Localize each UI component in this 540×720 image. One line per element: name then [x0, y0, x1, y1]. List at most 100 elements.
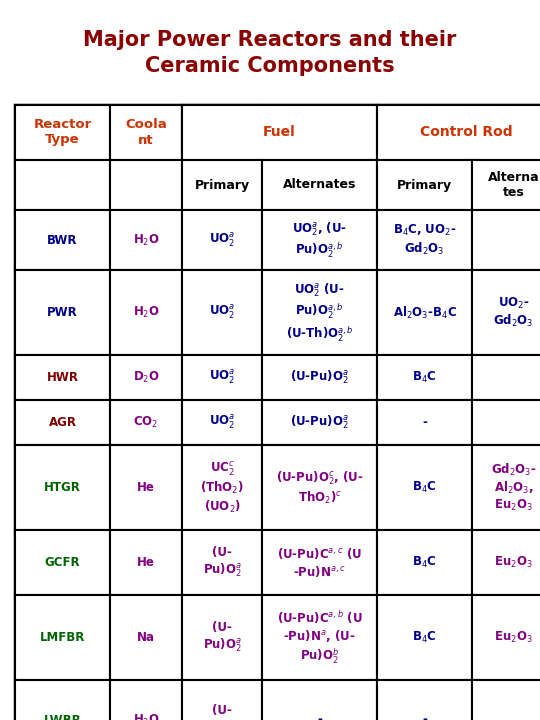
Text: UO$_2$-
Gd$_2$O$_3$: UO$_2$- Gd$_2$O$_3$: [494, 296, 534, 329]
Text: Na: Na: [137, 631, 155, 644]
Bar: [15, 270, 110, 355]
Bar: [15, 595, 110, 680]
Text: (U-
Pu)O$_2^a$: (U- Pu)O$_2^a$: [202, 621, 241, 654]
Text: LMFBR: LMFBR: [40, 631, 85, 644]
Bar: [262, 270, 377, 355]
Bar: [15, 400, 110, 445]
Bar: [110, 105, 182, 160]
Bar: [262, 680, 377, 720]
Bar: [15, 680, 110, 720]
Text: UO$_2^a$: UO$_2^a$: [209, 369, 235, 386]
Bar: [377, 105, 472, 160]
Text: (U-Pu)C$^{a,b}$ (U
-Pu)N$^a$, (U-
Pu)O$_2^b$: (U-Pu)C$^{a,b}$ (U -Pu)N$^a$, (U- Pu)O$_…: [276, 609, 362, 666]
Bar: [262, 355, 377, 400]
Bar: [110, 160, 182, 210]
Bar: [262, 105, 377, 160]
Bar: [377, 105, 540, 160]
Bar: [472, 210, 540, 270]
Bar: [377, 445, 472, 530]
Text: UO$_2^a$: UO$_2^a$: [209, 304, 235, 321]
Bar: [262, 530, 377, 595]
Bar: [110, 270, 182, 355]
Bar: [262, 160, 377, 210]
Bar: [472, 105, 540, 160]
Text: B$_4$C: B$_4$C: [412, 555, 437, 570]
Bar: [110, 530, 182, 595]
Text: Eu$_2$O$_3$: Eu$_2$O$_3$: [494, 630, 533, 645]
Text: LWBR: LWBR: [44, 714, 82, 720]
Bar: [15, 210, 110, 270]
Bar: [472, 270, 540, 355]
Text: (U-Pu)O$_2^a$: (U-Pu)O$_2^a$: [290, 369, 349, 386]
Text: UO$_2^a$: UO$_2^a$: [209, 414, 235, 431]
Text: PWR: PWR: [47, 306, 78, 319]
Bar: [182, 595, 262, 680]
Bar: [472, 595, 540, 680]
Bar: [182, 680, 262, 720]
Bar: [262, 400, 377, 445]
Bar: [472, 160, 540, 210]
Text: He: He: [137, 556, 155, 569]
Bar: [377, 270, 472, 355]
Bar: [472, 445, 540, 530]
Text: Reactor
Type: Reactor Type: [33, 119, 92, 146]
Text: He: He: [137, 481, 155, 494]
Bar: [15, 530, 110, 595]
Bar: [377, 160, 472, 210]
Text: Ceramic Components: Ceramic Components: [145, 56, 395, 76]
Text: UO$_2^a$: UO$_2^a$: [209, 231, 235, 248]
Text: BWR: BWR: [48, 233, 78, 246]
Text: -: -: [317, 714, 322, 720]
Text: (U-
Pu)O$_2^a$: (U- Pu)O$_2^a$: [202, 546, 241, 579]
Bar: [472, 680, 540, 720]
Bar: [110, 595, 182, 680]
Text: B$_4$C, UO$_2$-
Gd$_2$O$_3$: B$_4$C, UO$_2$- Gd$_2$O$_3$: [393, 223, 456, 257]
Bar: [110, 210, 182, 270]
Text: Alternates: Alternates: [283, 179, 356, 192]
Text: HTGR: HTGR: [44, 481, 81, 494]
Text: GCFR: GCFR: [45, 556, 80, 569]
Bar: [15, 445, 110, 530]
Bar: [110, 400, 182, 445]
Text: Coola
nt: Coola nt: [125, 119, 167, 146]
Bar: [110, 445, 182, 530]
Text: (U-Pu)C$^{a,c}$ (U
-Pu)N$^{a,c}$: (U-Pu)C$^{a,c}$ (U -Pu)N$^{a,c}$: [277, 546, 362, 579]
Text: -: -: [422, 714, 427, 720]
Bar: [15, 160, 110, 210]
Text: Primary: Primary: [194, 179, 249, 192]
Text: HWR: HWR: [46, 371, 78, 384]
Bar: [110, 355, 182, 400]
Bar: [377, 680, 472, 720]
Bar: [262, 210, 377, 270]
Text: D$_2$O: D$_2$O: [133, 370, 159, 385]
Text: B$_4$C: B$_4$C: [412, 630, 437, 645]
Bar: [110, 680, 182, 720]
Text: UO$_2^a$, (U-
Pu)O$_2^{a,b}$: UO$_2^a$, (U- Pu)O$_2^{a,b}$: [292, 220, 347, 260]
Text: H$_2$O: H$_2$O: [132, 305, 159, 320]
Bar: [15, 355, 110, 400]
Text: Eu$_2$O$_3$: Eu$_2$O$_3$: [494, 555, 533, 570]
Bar: [182, 355, 262, 400]
Bar: [182, 105, 377, 160]
Text: CO$_2$: CO$_2$: [133, 415, 159, 430]
Text: UC$_2^c$
(ThO$_2$)
(UO$_2$): UC$_2^c$ (ThO$_2$) (UO$_2$): [200, 460, 244, 515]
Bar: [182, 105, 262, 160]
Bar: [377, 530, 472, 595]
Text: (U-Pu)O$_2^a$: (U-Pu)O$_2^a$: [290, 414, 349, 431]
Bar: [262, 445, 377, 530]
Bar: [377, 210, 472, 270]
Bar: [377, 400, 472, 445]
Text: -: -: [422, 416, 427, 429]
Bar: [182, 530, 262, 595]
Text: Fuel: Fuel: [263, 125, 296, 140]
Text: B$_4$C: B$_4$C: [412, 370, 437, 385]
Text: B$_4$C: B$_4$C: [412, 480, 437, 495]
Text: (U-
Th)O$_2^a$: (U- Th)O$_2^a$: [203, 703, 241, 720]
Text: Primary: Primary: [397, 179, 452, 192]
Text: UO$_2^a$ (U-
Pu)O$_2^{a,b}$
(U-Th)O$_2^{a,b}$: UO$_2^a$ (U- Pu)O$_2^{a,b}$ (U-Th)O$_2^{…: [286, 282, 353, 343]
Bar: [182, 445, 262, 530]
Text: (U-Pu)O$_2^c$, (U-
ThO$_2$)$^c$: (U-Pu)O$_2^c$, (U- ThO$_2$)$^c$: [276, 469, 363, 505]
Text: H$_2$O: H$_2$O: [132, 713, 159, 720]
Bar: [377, 595, 472, 680]
Bar: [472, 400, 540, 445]
